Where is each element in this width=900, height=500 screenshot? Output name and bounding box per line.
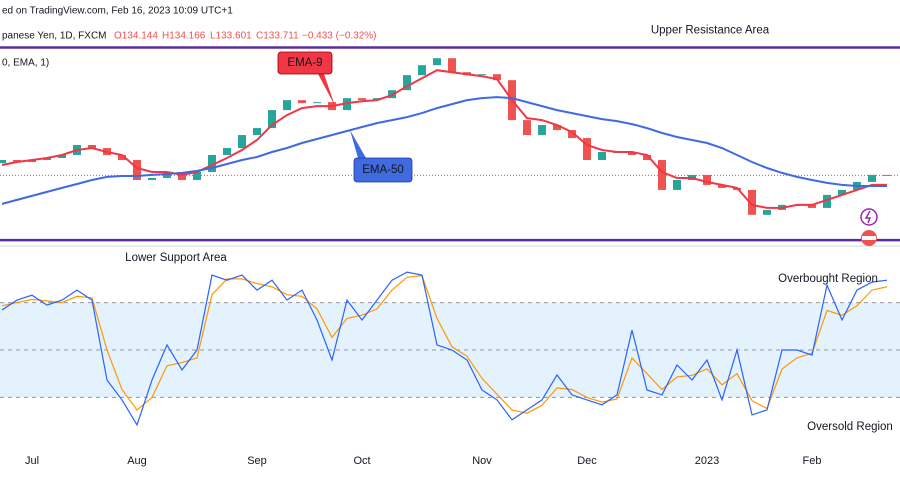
header-open: O134.144	[114, 31, 158, 42]
candle	[883, 174, 891, 176]
candle	[223, 148, 231, 155]
candle	[403, 75, 411, 91]
candle	[358, 98, 366, 101]
candle	[418, 65, 426, 76]
indicator-label: 0, EMA, 1)	[2, 58, 49, 69]
x-tick-label: Aug	[127, 455, 147, 467]
x-tick-label: Nov	[472, 455, 492, 467]
candle	[628, 152, 636, 155]
candle	[298, 100, 306, 104]
header-change: −0.433 (−0.32%)	[302, 31, 377, 42]
candle	[193, 171, 201, 180]
candle	[808, 204, 816, 208]
header-low: L133.601	[210, 31, 252, 42]
candle	[538, 125, 546, 136]
candle	[583, 138, 591, 161]
callout-pointer	[318, 74, 335, 106]
candle	[523, 120, 531, 136]
stoch-line	[1, 271, 888, 427]
ema-line	[1, 96, 887, 205]
candle	[493, 74, 501, 81]
ema-line	[1, 69, 887, 209]
x-tick-label: Oct	[353, 455, 370, 467]
callout-box	[277, 51, 333, 75]
x-tick-label: 2023	[695, 455, 719, 467]
candle	[58, 154, 66, 159]
header-high: H134.166	[162, 31, 206, 42]
candle	[343, 98, 351, 111]
candle	[838, 189, 846, 195]
candle	[748, 189, 756, 215]
candle	[178, 171, 186, 180]
annotation: Overbought Region	[778, 273, 878, 285]
candle	[133, 160, 141, 180]
candle	[88, 145, 96, 149]
candle	[433, 58, 441, 66]
candle	[283, 100, 291, 111]
candle	[643, 154, 651, 161]
candle	[823, 194, 831, 208]
legend-label: EMA-9	[287, 57, 322, 69]
candle	[598, 152, 606, 161]
header-symbol: panese Yen, 1D, FXCM	[2, 31, 107, 42]
callout-box	[353, 157, 413, 183]
annotation: Oversold Region	[807, 421, 893, 433]
alert-icon-bolt	[864, 210, 872, 224]
candle	[43, 158, 51, 161]
alert-icon	[860, 208, 878, 226]
candle	[553, 125, 561, 131]
candle	[868, 174, 876, 182]
icons	[860, 208, 878, 246]
candle	[268, 110, 276, 129]
x-tick-label: Feb	[803, 455, 822, 467]
candle	[238, 135, 246, 149]
candle	[703, 174, 711, 185]
x-tick-label: Sep	[247, 455, 267, 467]
stoch-line	[1, 275, 888, 414]
candle	[253, 128, 261, 136]
x-tick-label: Jul	[25, 455, 39, 467]
header-source: ed on TradingView.com, Feb 16, 2023 10:0…	[2, 6, 233, 17]
header-close: C133.711	[256, 31, 299, 42]
candle	[208, 154, 216, 172]
level-label: Lower Support Area	[125, 252, 227, 264]
level-label: Upper Resistance Area	[651, 25, 770, 37]
candle	[313, 102, 321, 104]
candle	[478, 74, 486, 76]
candle	[718, 184, 726, 188]
candle	[658, 160, 666, 190]
callout-pointer	[350, 130, 366, 158]
candle	[763, 209, 771, 215]
legend-label: EMA-50	[362, 164, 404, 176]
candle	[0, 160, 6, 164]
candle	[568, 130, 576, 139]
candle	[673, 179, 681, 190]
candle	[118, 154, 126, 161]
x-tick-label: Dec	[577, 455, 597, 467]
flag-icon-stripe	[862, 236, 876, 240]
candle	[148, 177, 156, 180]
candle	[448, 58, 456, 73]
